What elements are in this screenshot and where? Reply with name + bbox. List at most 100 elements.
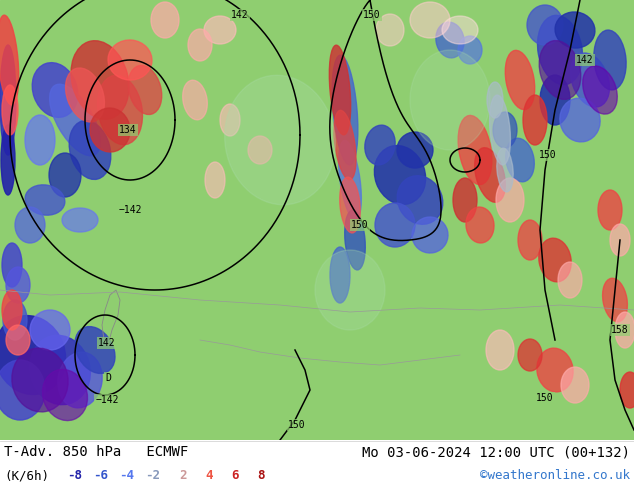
Ellipse shape — [458, 116, 492, 185]
Text: 150: 150 — [539, 150, 557, 160]
Ellipse shape — [25, 185, 65, 215]
Ellipse shape — [466, 207, 494, 243]
Ellipse shape — [75, 326, 115, 373]
Ellipse shape — [49, 84, 100, 156]
Ellipse shape — [0, 316, 66, 394]
Ellipse shape — [0, 45, 16, 155]
Ellipse shape — [398, 176, 443, 224]
Ellipse shape — [571, 53, 609, 107]
Ellipse shape — [339, 140, 361, 220]
Ellipse shape — [442, 16, 478, 44]
Text: 142: 142 — [231, 10, 249, 20]
Ellipse shape — [151, 2, 179, 38]
Ellipse shape — [555, 12, 595, 48]
Ellipse shape — [220, 104, 240, 136]
Ellipse shape — [537, 348, 573, 392]
Ellipse shape — [6, 267, 30, 303]
Ellipse shape — [610, 224, 630, 256]
Ellipse shape — [496, 178, 524, 222]
Ellipse shape — [340, 177, 360, 233]
Ellipse shape — [410, 2, 450, 38]
Ellipse shape — [523, 95, 547, 145]
Ellipse shape — [558, 262, 582, 298]
Ellipse shape — [69, 121, 111, 179]
Ellipse shape — [560, 98, 600, 142]
Ellipse shape — [365, 125, 395, 165]
Ellipse shape — [224, 75, 335, 205]
Text: 2: 2 — [179, 469, 187, 482]
Ellipse shape — [49, 153, 81, 197]
Ellipse shape — [62, 208, 98, 232]
Ellipse shape — [6, 325, 30, 355]
Text: 142: 142 — [576, 55, 594, 65]
Text: 142: 142 — [98, 338, 116, 348]
Ellipse shape — [453, 178, 477, 222]
Ellipse shape — [518, 339, 542, 371]
Ellipse shape — [397, 132, 433, 168]
Ellipse shape — [538, 15, 583, 85]
Ellipse shape — [410, 50, 490, 150]
Ellipse shape — [598, 190, 622, 230]
Ellipse shape — [594, 30, 626, 90]
Ellipse shape — [489, 95, 510, 165]
Ellipse shape — [183, 80, 207, 120]
Ellipse shape — [505, 50, 534, 110]
Text: -6: -6 — [93, 469, 108, 482]
Ellipse shape — [475, 147, 505, 202]
Ellipse shape — [0, 15, 19, 105]
Ellipse shape — [58, 352, 102, 408]
Ellipse shape — [248, 136, 272, 164]
Ellipse shape — [2, 85, 18, 135]
Ellipse shape — [518, 220, 542, 260]
Text: -4: -4 — [119, 469, 134, 482]
Ellipse shape — [329, 45, 351, 135]
Ellipse shape — [436, 22, 464, 58]
Text: D: D — [105, 373, 111, 383]
Text: -8: -8 — [67, 469, 82, 482]
Ellipse shape — [583, 66, 618, 114]
Ellipse shape — [615, 312, 634, 348]
Ellipse shape — [42, 369, 87, 420]
Ellipse shape — [0, 360, 45, 420]
Ellipse shape — [12, 348, 68, 412]
Ellipse shape — [2, 243, 22, 287]
Ellipse shape — [539, 41, 581, 99]
Ellipse shape — [65, 68, 105, 122]
Ellipse shape — [375, 203, 415, 247]
Ellipse shape — [376, 14, 404, 46]
Ellipse shape — [128, 66, 162, 115]
Ellipse shape — [497, 148, 513, 192]
Ellipse shape — [15, 207, 45, 243]
Ellipse shape — [539, 238, 571, 282]
Text: T-Adv. 850 hPa   ECMWF: T-Adv. 850 hPa ECMWF — [4, 445, 188, 459]
Ellipse shape — [108, 40, 152, 80]
Text: Mo 03-06-2024 12:00 UTC (00+132): Mo 03-06-2024 12:00 UTC (00+132) — [362, 445, 630, 459]
Text: 150: 150 — [536, 393, 554, 403]
Text: −142: −142 — [119, 205, 142, 215]
Ellipse shape — [412, 217, 448, 253]
Ellipse shape — [315, 250, 385, 330]
Text: 150: 150 — [363, 10, 381, 20]
Text: ©weatheronline.co.uk: ©weatheronline.co.uk — [480, 469, 630, 482]
Ellipse shape — [345, 210, 365, 270]
Ellipse shape — [3, 300, 27, 340]
Text: -2: -2 — [145, 469, 160, 482]
Ellipse shape — [334, 110, 356, 180]
Ellipse shape — [98, 75, 143, 145]
Text: 150: 150 — [351, 220, 369, 230]
Ellipse shape — [374, 146, 425, 204]
Text: 6: 6 — [231, 469, 239, 482]
Ellipse shape — [487, 82, 503, 118]
Text: −142: −142 — [95, 395, 119, 405]
Ellipse shape — [205, 162, 225, 198]
Ellipse shape — [330, 247, 350, 303]
Ellipse shape — [332, 55, 358, 165]
Text: 158: 158 — [611, 325, 629, 335]
Ellipse shape — [486, 330, 514, 370]
Text: (K/6h): (K/6h) — [4, 469, 49, 482]
Ellipse shape — [458, 36, 482, 64]
Ellipse shape — [620, 372, 634, 408]
Ellipse shape — [561, 367, 589, 403]
Ellipse shape — [25, 115, 55, 165]
Text: 134: 134 — [119, 125, 137, 135]
